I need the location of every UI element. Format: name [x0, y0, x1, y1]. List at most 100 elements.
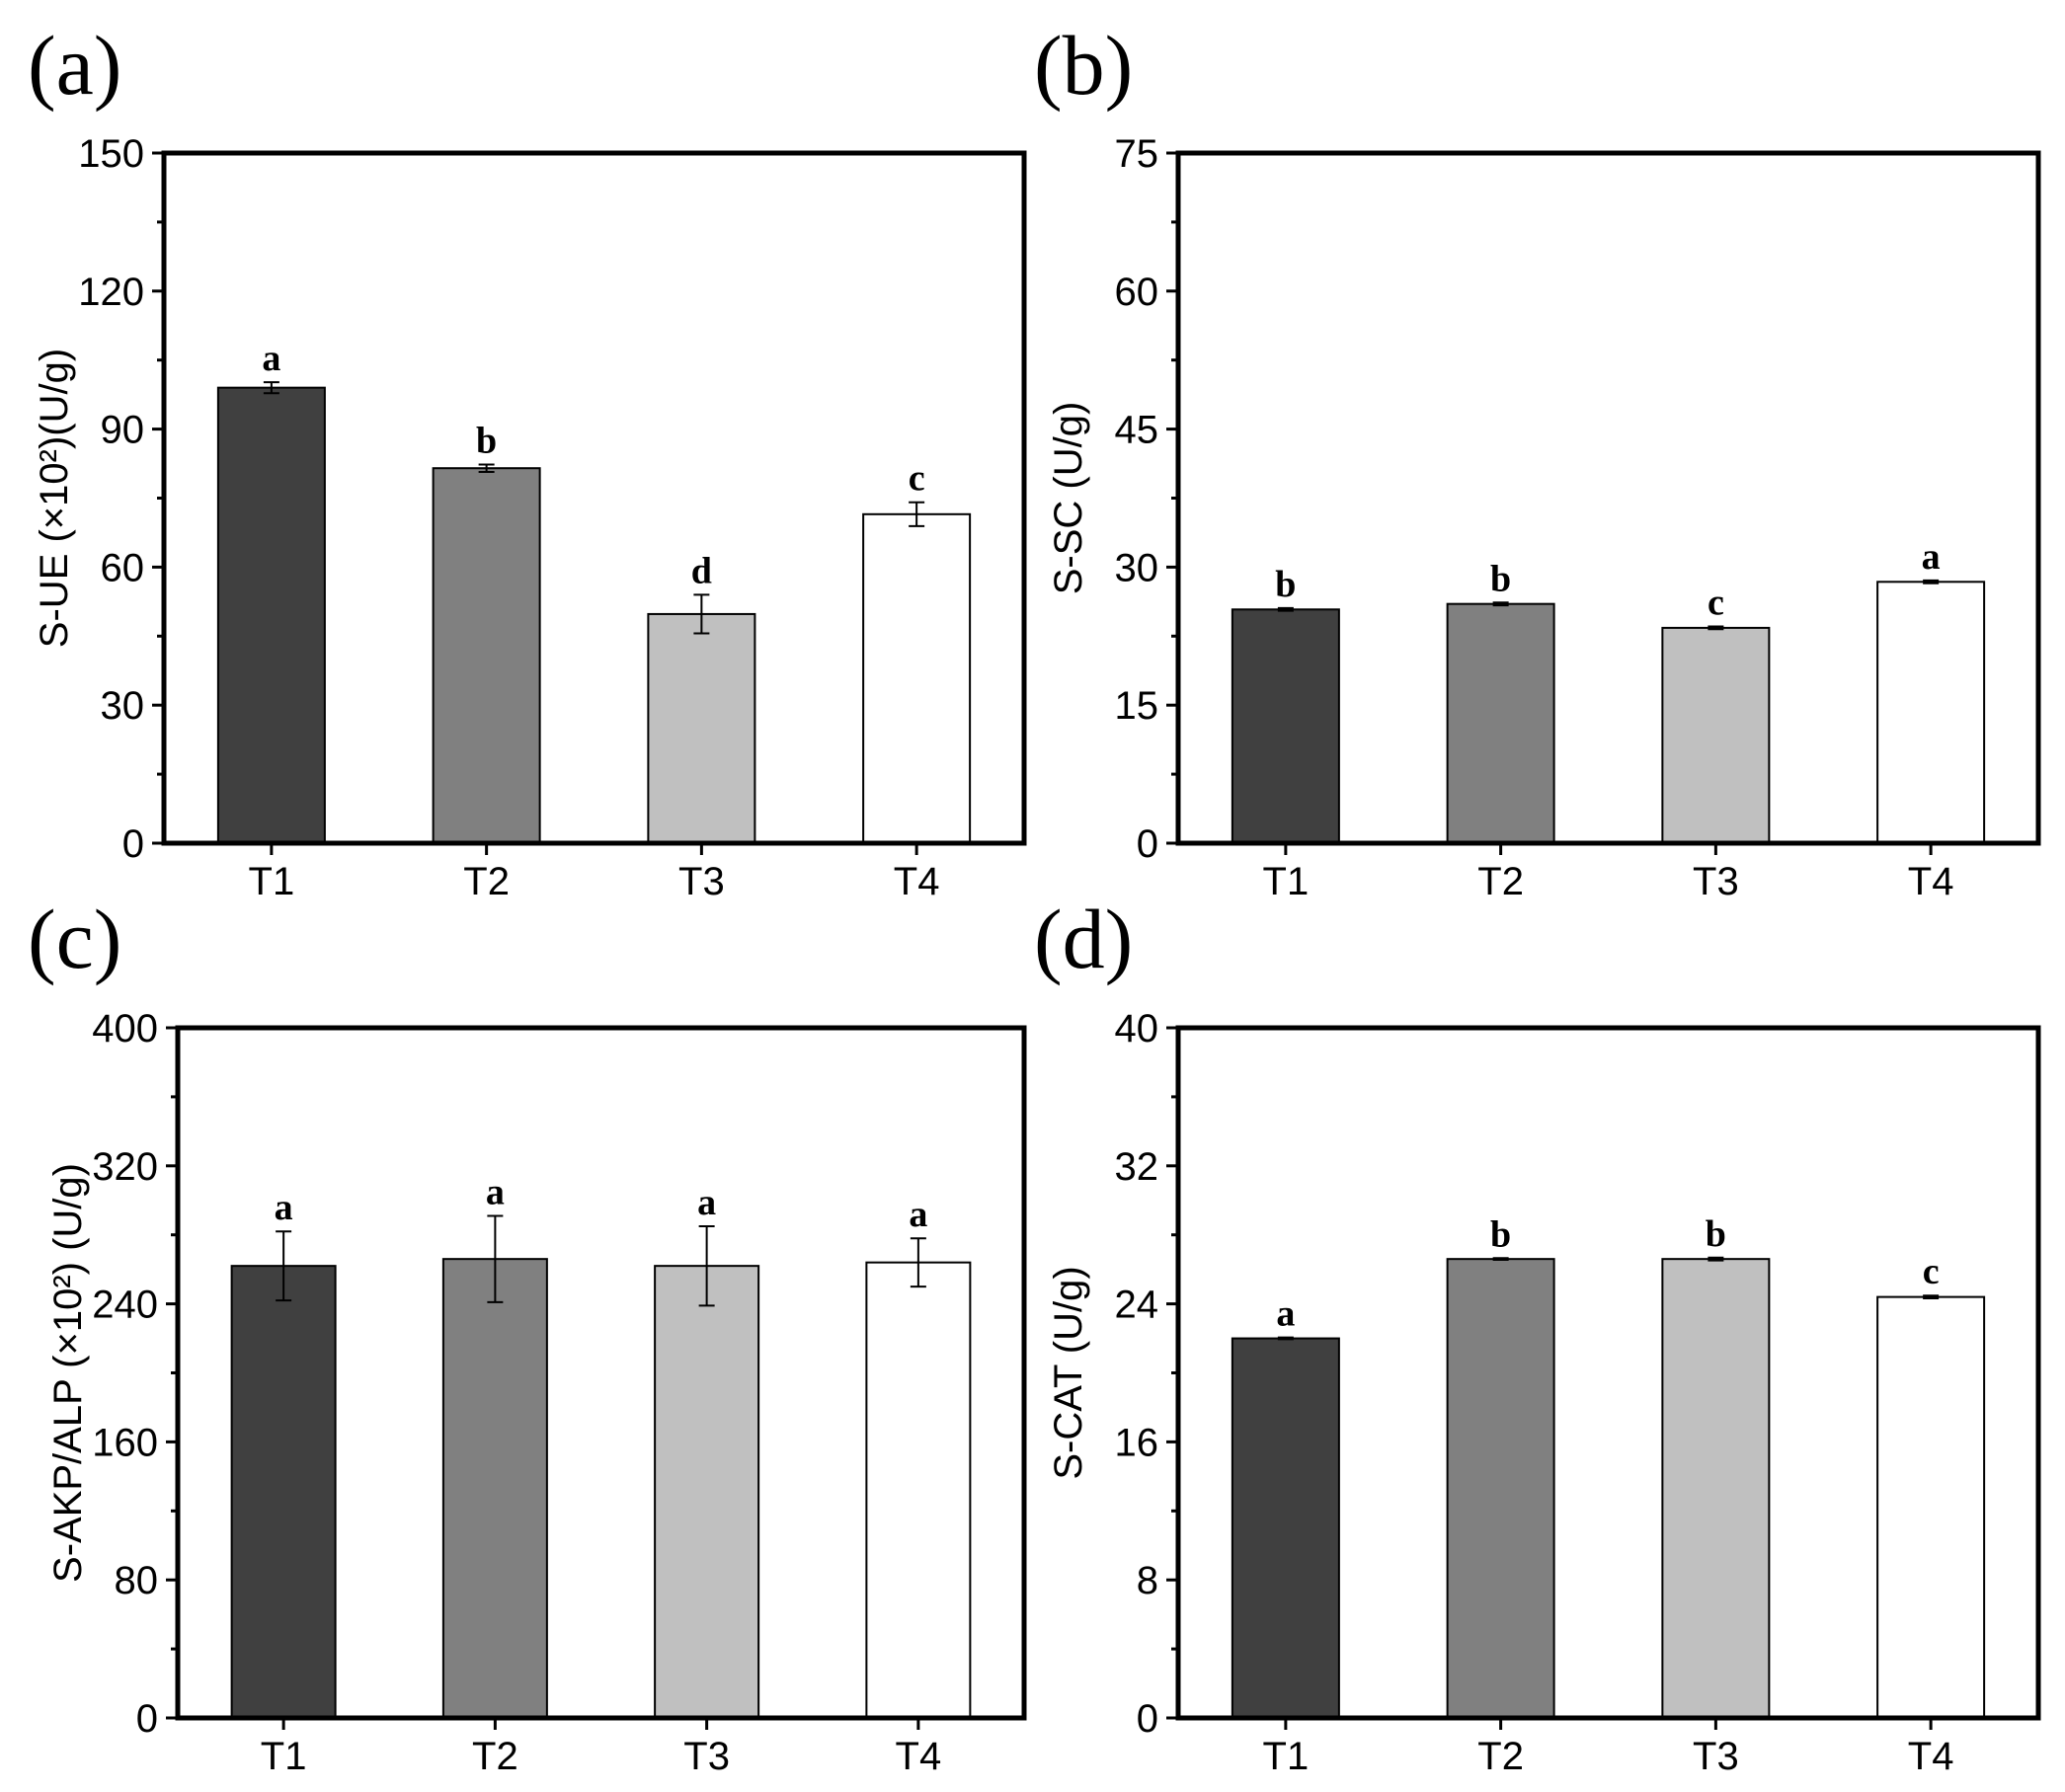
error-bar-t1 — [1277, 606, 1294, 612]
y-tick-label: 240 — [92, 1284, 158, 1327]
bar-t4 — [862, 512, 972, 844]
y-tick-label: 45 — [1115, 409, 1159, 452]
error-bar-t4 — [910, 1237, 926, 1288]
error-bar-t3 — [1708, 625, 1724, 631]
bar-t3 — [647, 612, 756, 844]
x-tick-label: T3 — [683, 1735, 730, 1778]
x-tick-label: T2 — [463, 860, 510, 903]
y-tick-label: 160 — [92, 1421, 158, 1464]
y-tick-label: 75 — [1115, 132, 1159, 176]
bar-t1 — [230, 1265, 337, 1720]
x-tick-label: T1 — [261, 1735, 307, 1778]
error-bar-t4 — [1923, 1294, 1940, 1300]
bar-t3 — [1661, 626, 1771, 844]
bar-t2 — [432, 467, 541, 844]
error-bar-t1 — [276, 1230, 292, 1302]
y-axis-title: S-UE (×10²)(U/g) — [33, 349, 76, 648]
significance-label: b — [1490, 1213, 1511, 1255]
bar-t1 — [1231, 1337, 1340, 1720]
y-tick-label: 24 — [1115, 1284, 1159, 1327]
significance-label: a — [275, 1187, 293, 1228]
x-tick-label: T3 — [678, 860, 725, 903]
y-axis-title: S-SC (U/g) — [1047, 402, 1090, 595]
chart-panel-d: (d) a b b c 0 8 16 24 32 40 T1 T2 T3 T4 S-CAT (U/g) — [1034, 892, 2041, 1778]
bar-t3 — [654, 1265, 760, 1720]
significance-label: b — [476, 420, 497, 461]
y-tick-label: 120 — [78, 271, 144, 314]
y-tick-label: 30 — [101, 684, 145, 728]
y-axis-title: S-AKP/ALP (×10²) (U/g) — [46, 1163, 90, 1583]
error-bar-t3 — [693, 593, 710, 635]
x-tick-label: T2 — [1477, 1735, 1524, 1778]
error-bar-t1 — [263, 381, 279, 395]
error-bar-t4 — [1923, 579, 1940, 584]
error-bar-t3 — [1708, 1256, 1724, 1262]
significance-label: d — [691, 550, 712, 591]
bar-t2 — [1446, 1258, 1555, 1720]
significance-label: b — [1275, 564, 1296, 605]
bar-t1 — [216, 386, 326, 844]
panel-label-d: (d) — [1034, 892, 1133, 986]
x-tick-label: T1 — [1263, 860, 1310, 903]
error-bar-t4 — [909, 501, 925, 527]
panel-label-c: (c) — [28, 892, 121, 986]
y-tick-label: 0 — [136, 1697, 158, 1741]
y-tick-label: 8 — [1137, 1559, 1158, 1602]
y-tick-label: 0 — [1137, 822, 1158, 866]
bar-t4 — [1876, 1295, 1986, 1719]
x-tick-label: T4 — [896, 1735, 942, 1778]
y-tick-label: 15 — [1115, 684, 1159, 728]
y-tick-label: 80 — [115, 1559, 159, 1602]
significance-label: a — [1922, 536, 1941, 578]
error-bar-t2 — [487, 1214, 504, 1303]
bar-t2 — [1446, 602, 1555, 844]
bar-t1 — [1231, 608, 1340, 844]
significance-label: c — [1708, 583, 1724, 624]
significance-label: c — [1923, 1251, 1940, 1292]
significance-label: b — [1490, 558, 1511, 599]
significance-label: a — [486, 1171, 505, 1212]
y-tick-label: 60 — [101, 546, 145, 589]
error-bar-t2 — [478, 463, 495, 473]
y-tick-label: 0 — [122, 822, 144, 866]
bar-t4 — [865, 1261, 972, 1720]
y-tick-label: 60 — [1115, 271, 1159, 314]
bar-t3 — [1661, 1258, 1771, 1720]
y-tick-label: 30 — [1115, 546, 1159, 589]
y-axis-title: S-CAT (U/g) — [1047, 1266, 1090, 1479]
chart-panel-b: (b) b b c a 0 15 30 45 60 75 T1 T2 T3 T4 S-SC (U/g) — [1034, 18, 2041, 903]
significance-label: a — [697, 1182, 716, 1223]
chart-panel-a: (a) a b d c 0 30 60 90 120 150 T1 T2 T3 T4 S-UE (×10²)(… — [28, 18, 1027, 903]
significance-label: a — [1276, 1293, 1295, 1335]
error-bar-t1 — [1277, 1336, 1294, 1341]
panel-label-a: (a) — [28, 18, 121, 113]
error-bar-t2 — [1492, 601, 1509, 607]
chart-panel-c: (c) a a a a 0 80 160 240 320 400 T1 T2 T3 T4 S-AKP/ALP … — [28, 892, 1027, 1778]
y-tick-label: 150 — [78, 132, 144, 176]
significance-label: c — [909, 458, 925, 500]
significance-label: a — [909, 1194, 927, 1235]
error-bar-t2 — [1492, 1257, 1509, 1262]
bar-t4 — [1876, 581, 1986, 844]
x-tick-label: T3 — [1693, 860, 1739, 903]
significance-label: b — [1706, 1213, 1726, 1255]
x-tick-label: T3 — [1693, 1735, 1739, 1778]
y-tick-label: 320 — [92, 1145, 158, 1189]
x-tick-label: T4 — [1908, 860, 1954, 903]
x-tick-label: T1 — [249, 860, 295, 903]
bar-t2 — [441, 1258, 548, 1720]
y-tick-label: 32 — [1115, 1145, 1159, 1189]
significance-label: a — [262, 338, 280, 379]
x-tick-label: T2 — [472, 1735, 518, 1778]
x-tick-label: T4 — [1908, 1735, 1954, 1778]
x-tick-label: T1 — [1263, 1735, 1310, 1778]
x-tick-label: T2 — [1477, 860, 1524, 903]
y-tick-label: 40 — [1115, 1007, 1159, 1051]
panel-label-b: (b) — [1034, 18, 1133, 113]
y-tick-label: 16 — [1115, 1421, 1159, 1464]
y-tick-label: 400 — [92, 1007, 158, 1051]
y-tick-label: 90 — [101, 409, 145, 452]
error-bar-t3 — [698, 1224, 715, 1307]
y-tick-label: 0 — [1137, 1697, 1158, 1741]
